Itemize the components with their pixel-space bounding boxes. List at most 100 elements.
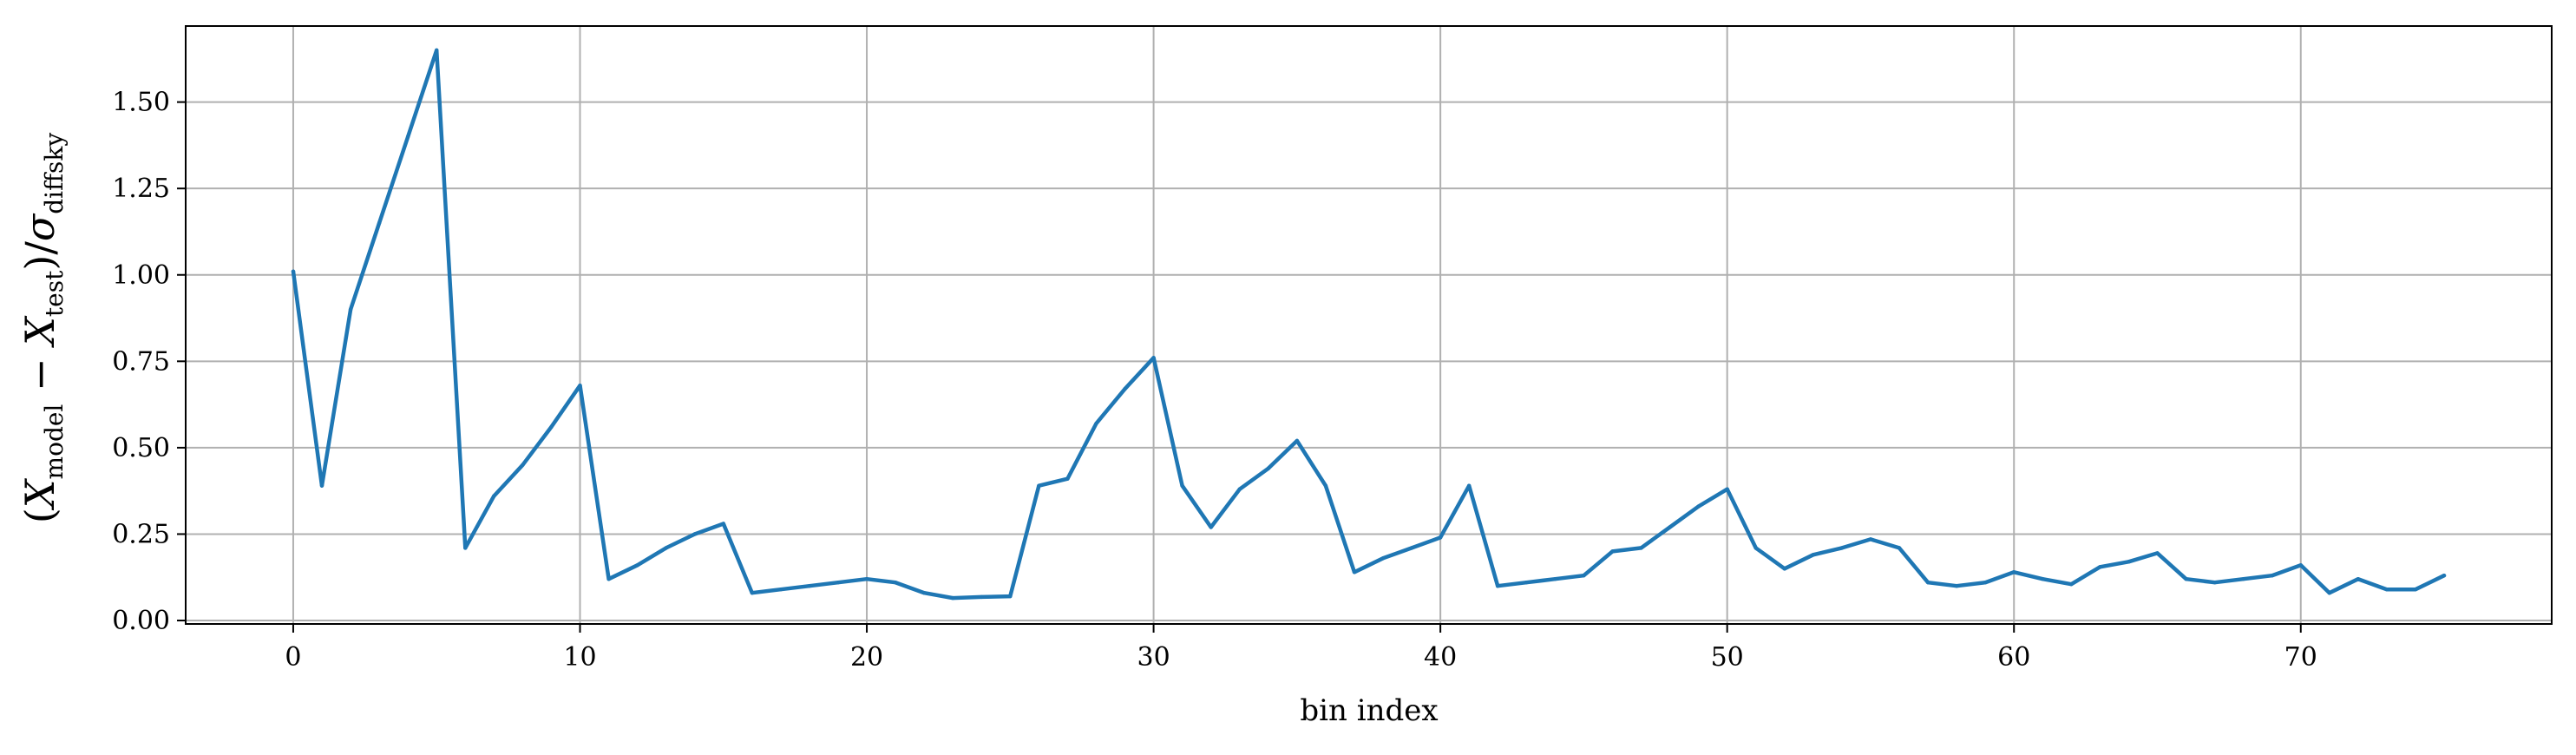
data-point bbox=[692, 532, 697, 536]
data-point bbox=[319, 483, 324, 488]
y-tick-label: 1.50 bbox=[112, 88, 170, 118]
data-point bbox=[1897, 546, 1902, 550]
data-point bbox=[2442, 574, 2447, 578]
data-point bbox=[2127, 560, 2131, 564]
x-tick-label: 30 bbox=[1137, 642, 1170, 673]
data-point bbox=[2184, 577, 2188, 581]
y-tick-label: 0.00 bbox=[112, 606, 170, 636]
data-point bbox=[1037, 483, 1041, 488]
data-point bbox=[721, 522, 725, 526]
data-point bbox=[1553, 577, 1557, 581]
data-point bbox=[1610, 549, 1615, 554]
data-point bbox=[778, 588, 783, 592]
data-point bbox=[1065, 476, 1070, 481]
data-point bbox=[1782, 567, 1786, 571]
data-point bbox=[1639, 546, 1643, 550]
data-point bbox=[1954, 584, 1959, 588]
tick-labels: 0 10 20 30 40 50 60 70 0.00 0.25 0.50 0.75 1.00 1.25 1… bbox=[112, 88, 2317, 673]
x-tick-label: 10 bbox=[563, 642, 596, 673]
y-tick-label: 0.50 bbox=[112, 433, 170, 463]
data-point bbox=[1467, 483, 1472, 488]
data-point bbox=[864, 577, 869, 581]
y-label-sigma: σ bbox=[16, 213, 63, 241]
data-point bbox=[2327, 591, 2331, 595]
data-point bbox=[2298, 563, 2303, 568]
data-point bbox=[1151, 356, 1156, 360]
data-point bbox=[2384, 588, 2389, 592]
data-point bbox=[549, 424, 554, 430]
data-point bbox=[1753, 546, 1758, 550]
data-point bbox=[291, 269, 296, 273]
y-label-open-paren: ( bbox=[16, 508, 63, 523]
data-point bbox=[1323, 483, 1328, 488]
data-point bbox=[1696, 504, 1701, 509]
data-point bbox=[1266, 466, 1271, 470]
data-point bbox=[1123, 387, 1127, 391]
data-point bbox=[1209, 525, 1213, 529]
x-tick-label: 70 bbox=[2284, 642, 2317, 673]
data-point bbox=[435, 48, 439, 53]
data-point bbox=[2270, 574, 2274, 578]
series-line bbox=[291, 48, 2447, 601]
data-point bbox=[377, 220, 382, 226]
y-tick-label: 0.25 bbox=[112, 519, 170, 549]
data-point bbox=[1409, 546, 1414, 550]
data-point bbox=[2356, 577, 2361, 581]
data-point bbox=[1180, 483, 1184, 488]
data-point bbox=[2069, 582, 2074, 587]
y-label-sub-diffsky: diffsky bbox=[40, 133, 69, 214]
data-point bbox=[521, 463, 525, 467]
data-point bbox=[578, 384, 582, 388]
data-point bbox=[2098, 565, 2102, 569]
data-point bbox=[1839, 546, 1845, 550]
data-point bbox=[492, 494, 496, 498]
ticks bbox=[177, 101, 2302, 633]
data-point bbox=[1524, 581, 1529, 585]
data-point bbox=[2212, 581, 2217, 585]
data-point bbox=[1582, 574, 1586, 578]
data-point bbox=[1725, 487, 1729, 491]
x-tick-label: 60 bbox=[1997, 642, 2030, 673]
data-point bbox=[635, 563, 639, 568]
y-label-sub-test: test bbox=[40, 270, 69, 317]
y-label-x-test: X bbox=[16, 315, 63, 348]
data-point bbox=[2041, 577, 2045, 581]
data-point bbox=[922, 591, 927, 595]
x-tick-label: 20 bbox=[850, 642, 883, 673]
data-point bbox=[1438, 535, 1443, 540]
y-label-sub-model: model bbox=[40, 404, 69, 480]
data-point bbox=[406, 135, 410, 139]
data-point bbox=[1983, 581, 1988, 585]
data-point bbox=[664, 546, 668, 550]
data-point bbox=[750, 591, 754, 595]
data-point bbox=[951, 595, 955, 601]
data-point bbox=[836, 581, 841, 585]
data-point bbox=[1668, 525, 1672, 529]
y-label-close-slash: )/ bbox=[16, 241, 63, 271]
x-tick-label: 0 bbox=[285, 642, 301, 673]
y-tick-label: 1.25 bbox=[112, 174, 170, 204]
data-point bbox=[1811, 553, 1815, 557]
y-label-minus: − bbox=[16, 345, 63, 404]
data-point bbox=[463, 546, 468, 550]
data-point bbox=[1496, 584, 1500, 588]
data-point bbox=[2241, 577, 2245, 581]
series-layer bbox=[291, 48, 2447, 601]
y-label-x-model: X bbox=[16, 477, 63, 510]
data-point bbox=[1094, 421, 1098, 426]
y-axis-label: (Xmodel − Xtest)/σdiffsky bbox=[16, 133, 69, 524]
x-axis-label: bin index bbox=[1300, 693, 1438, 728]
data-point bbox=[1237, 487, 1242, 491]
x-tick-label: 40 bbox=[1424, 642, 1457, 673]
data-point bbox=[1008, 594, 1013, 599]
plot-frame bbox=[185, 25, 2553, 625]
data-point bbox=[2413, 588, 2418, 592]
data-point bbox=[980, 594, 984, 600]
y-tick-label: 0.75 bbox=[112, 346, 170, 377]
data-point bbox=[2155, 551, 2160, 555]
data-point bbox=[893, 581, 898, 585]
data-point bbox=[1868, 537, 1873, 542]
y-tick-label: 1.00 bbox=[112, 260, 170, 291]
x-tick-label: 50 bbox=[1711, 642, 1744, 673]
